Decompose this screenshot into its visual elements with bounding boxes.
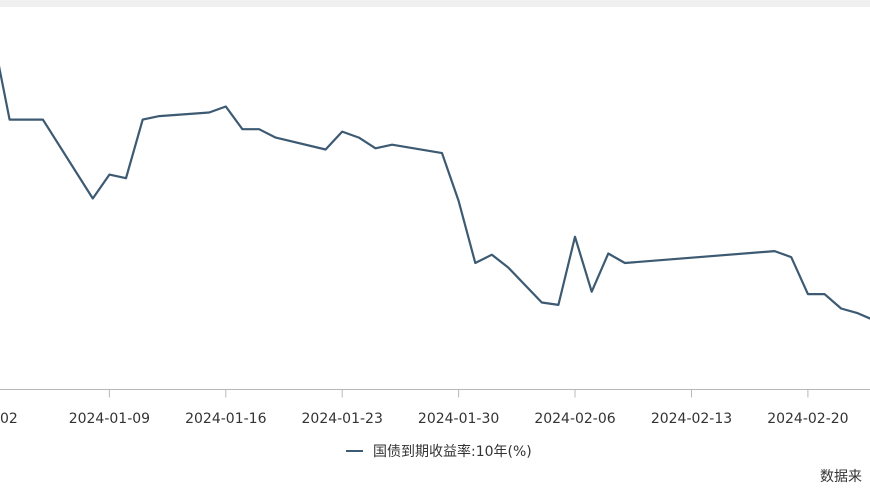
top-band	[0, 0, 870, 7]
x-tick-label: 2024-02-06	[534, 411, 615, 427]
source-text: 数据来	[820, 469, 862, 485]
x-tick-label: 2024-01-16	[185, 411, 266, 427]
legend[interactable]: 国债到期收益率:10年(%)	[346, 440, 532, 462]
legend-label: 国债到期收益率:10年(%)	[373, 444, 532, 460]
x-tick-label: 2024-01-30	[418, 411, 499, 427]
series-line	[0, 65, 870, 320]
x-axis-ticks: 02 2024-01-09 2024-01-16 2024-01-23 2024-01-…	[0, 389, 849, 427]
x-tick-label: 2024-01-09	[69, 411, 150, 427]
legend-swatch	[346, 450, 363, 452]
x-tick-label: 2024-02-20	[767, 411, 848, 427]
x-tick-label: 2024-02-13	[651, 411, 732, 427]
x-tick-label: 02	[0, 411, 18, 427]
line-chart: 02 2024-01-09 2024-01-16 2024-01-23 2024-01-…	[0, 65, 870, 427]
x-tick-label: 2024-01-23	[302, 411, 383, 427]
